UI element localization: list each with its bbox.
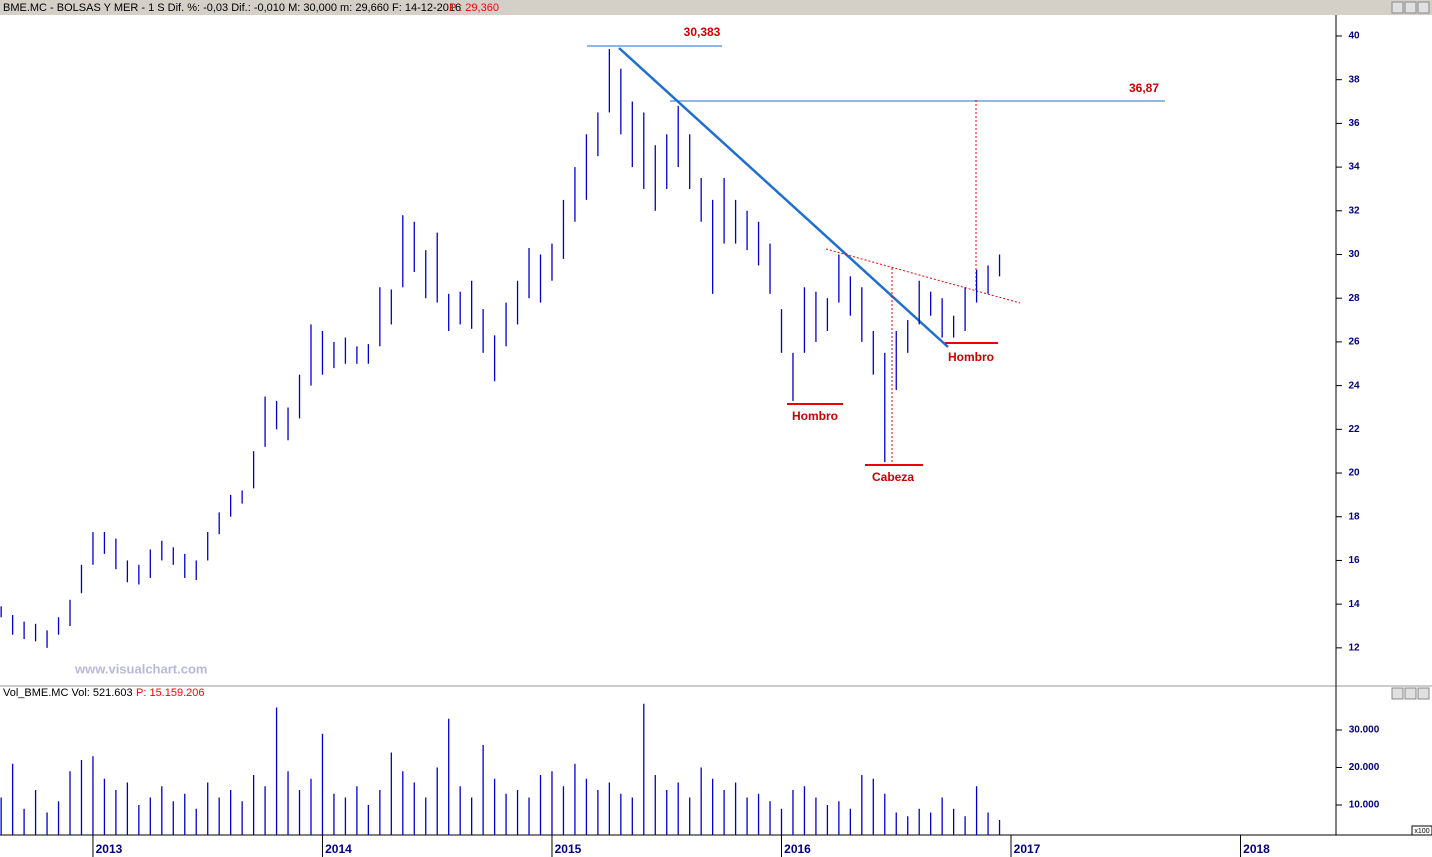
- trend-line: [618, 47, 949, 348]
- annotation: Hombro: [948, 350, 994, 364]
- y-tick-label: 16: [1348, 555, 1360, 566]
- close-button[interactable]: [1417, 687, 1430, 700]
- annotation: Cabeza: [872, 470, 914, 484]
- header-bar: [0, 0, 1432, 15]
- x-tick-label: 2015: [555, 842, 582, 856]
- x-tick-label: 2014: [325, 842, 352, 856]
- unit-box: [1411, 825, 1432, 836]
- chart-title: BME.MC - BOLSAS Y MER - 1 S Dif. %: -0,0…: [3, 2, 461, 14]
- y-tick-label: 38: [1348, 74, 1360, 85]
- y-tick-label: 26: [1348, 337, 1360, 348]
- volume-header: [0, 686, 1432, 700]
- price-value: P : 29,360: [449, 2, 499, 14]
- y-tick-label: 28: [1348, 293, 1360, 304]
- minimize-button[interactable]: [1391, 1, 1404, 14]
- volume-value: P: 15.159.206: [136, 687, 205, 699]
- y-tick-label: 18: [1348, 511, 1360, 522]
- annotation: 36,87: [1129, 81, 1159, 95]
- annotation: Hombro: [792, 409, 838, 423]
- unit-label: x100: [1414, 828, 1429, 835]
- close-button[interactable]: [1417, 1, 1430, 14]
- volume-title: Vol_BME.MC Vol: 521.603: [3, 687, 133, 699]
- x-tick-label: 2013: [96, 842, 123, 856]
- y-tick-label: 40: [1348, 31, 1360, 42]
- y-tick-label: 32: [1348, 205, 1360, 216]
- y-tick-label: 34: [1348, 162, 1360, 173]
- y-tick-label: 20.000: [1349, 762, 1380, 773]
- y-tick-label: 24: [1348, 380, 1360, 391]
- y-tick-label: 12: [1348, 642, 1360, 653]
- watermark: www.visualchart.com: [74, 661, 207, 676]
- annotation: 30,383: [684, 25, 721, 39]
- maximize-button[interactable]: [1404, 687, 1417, 700]
- y-tick-label: 10.000: [1349, 800, 1380, 811]
- y-tick-label: 14: [1348, 599, 1360, 610]
- y-tick-label: 22: [1348, 424, 1360, 435]
- y-tick-label: 20: [1348, 468, 1360, 479]
- y-tick-label: 36: [1348, 118, 1360, 129]
- x-tick-label: 2017: [1014, 842, 1041, 856]
- maximize-button[interactable]: [1404, 1, 1417, 14]
- x-tick-label: 2016: [784, 842, 811, 856]
- x-tick-label: 2018: [1243, 842, 1270, 856]
- minimize-button[interactable]: [1391, 687, 1404, 700]
- y-tick-label: 30.000: [1349, 725, 1380, 736]
- neckline: [825, 248, 1021, 304]
- y-tick-label: 30: [1348, 249, 1360, 260]
